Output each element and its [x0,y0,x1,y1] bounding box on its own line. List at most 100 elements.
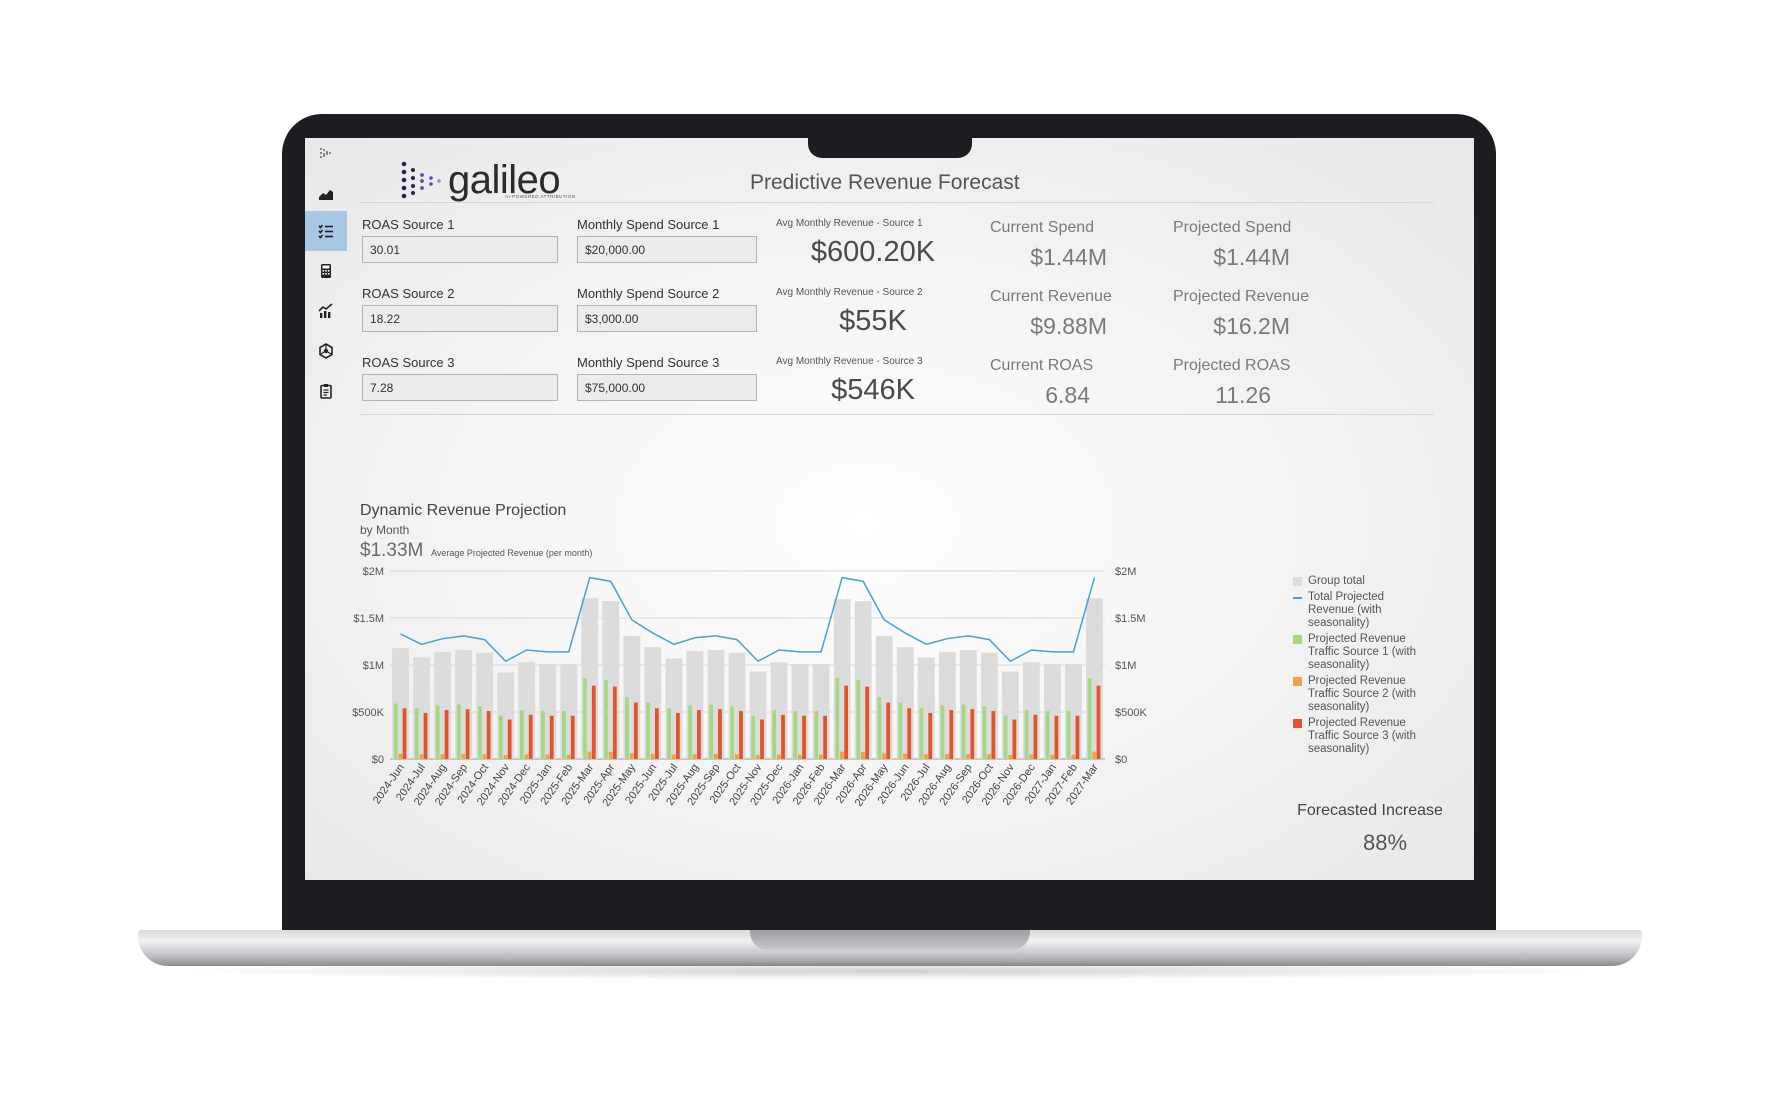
area-chart-icon[interactable] [305,174,347,214]
bar-source-1 [1045,711,1050,759]
bar-source-3 [949,710,954,759]
monthly-spend-source-2-input[interactable] [577,305,757,332]
current-roas-label: Current ROAS [990,357,1094,374]
legend-swatch-source-1 [1293,635,1302,644]
bar-source-3 [697,710,701,759]
bar-source-3 [423,712,428,759]
bar-source-3 [591,685,596,759]
projected-spend-value: $1.44M [1213,244,1290,270]
bar-source-1 [1003,715,1008,759]
y-tick-label-left: $2M [363,566,384,578]
bar-source-2 [503,755,508,759]
avg-projected-revenue-value: $1.33M [360,540,424,561]
legend-swatch-total-revenue [1293,597,1302,599]
legend-label: Projected Revenue Traffic Source 2 (with… [1308,675,1417,713]
forecasted-increase-label: Forecasted Increase [1297,802,1443,819]
current-revenue-value: $9.88M [1030,313,1107,339]
legend-label: Projected Revenue Traffic Source 1 (with… [1308,633,1417,671]
app-screen: galileo AI-POWERED ATTRIBUTION Predictiv… [305,138,1474,880]
y-tick-label-right: $0 [1115,754,1127,766]
bar-source-3 [676,712,680,759]
bar-source-3 [1033,714,1038,759]
laptop-base-notch [750,930,1030,950]
bar-source-2 [882,753,886,759]
bar-source-2 [713,754,718,759]
bar-source-1 [456,704,461,759]
avg-projected-revenue-label: Average Projected Revenue (per month) [431,548,593,558]
y-tick-label-right: $2M [1115,566,1136,578]
bar-line-chart-icon[interactable] [305,291,347,331]
roas-source-3-input[interactable] [362,374,558,401]
monthly-spend-source-1-label: Monthly Spend Source 1 [577,217,720,232]
projected-revenue-value: $16.2M [1213,313,1290,339]
checklist-icon[interactable] [305,211,347,251]
bar-source-3 [991,711,996,759]
bar-source-1 [814,711,819,759]
section-divider [360,414,1434,415]
bar-source-1 [793,711,798,759]
bar-source-2 [945,754,949,759]
bar-source-1 [1066,711,1071,759]
y-tick-label-right: $500K [1115,707,1147,719]
bar-source-1 [498,715,503,759]
bar-source-2 [1071,754,1076,759]
bar-source-1 [519,710,524,759]
bar-source-2 [482,754,487,759]
bar-source-1 [393,703,398,759]
bar-source-3 [907,708,912,759]
revenue-projection-chart: $0 $0$500K $500K$1M $1M$1.5M $1.5M$2M $2M2024… [352,566,1147,809]
chart-subtitle: by Month [360,523,410,537]
camera-notch [808,132,972,158]
bar-source-1 [898,702,903,759]
bar-source-2 [1008,755,1013,759]
bar-source-3 [1054,715,1059,759]
bar-source-1 [646,702,650,759]
roas-source-2-input[interactable] [362,305,558,332]
bar-source-1 [540,711,545,759]
bar-source-1 [562,711,566,759]
roas-source-3-label: ROAS Source 3 [362,355,455,370]
bar-source-1 [625,696,629,759]
legend-item-total-revenue: Total Projected Revenue (with seasonalit… [1293,591,1433,630]
bar-source-3 [844,685,849,759]
bar-source-3 [928,712,933,759]
legend-item-source-1: Projected Revenue Traffic Source 1 (with… [1293,633,1433,672]
bar-source-2 [1092,751,1097,759]
y-tick-label-left: $1.5M [353,613,384,625]
bar-source-2 [650,753,655,759]
bar-source-1 [688,705,692,759]
bar-source-3 [1012,719,1017,759]
logo-tagline: AI-POWERED ATTRIBUTION [505,194,576,199]
monthly-spend-source-1-input[interactable] [577,236,757,263]
bar-source-2 [903,753,907,759]
bar-source-2 [692,754,697,759]
filter-icon[interactable] [305,138,347,170]
bar-source-2 [840,751,844,759]
bar-source-2 [797,754,802,759]
bar-source-2 [776,754,781,759]
bar-source-3 [739,711,743,759]
galileo-logo: galileo [400,156,561,204]
bar-source-1 [730,706,735,759]
network-icon[interactable] [305,331,347,371]
bar-source-1 [477,706,482,759]
roas-source-1-input[interactable] [362,236,558,263]
bar-source-2 [755,755,760,759]
bar-source-1 [856,680,861,759]
legend-label: Projected Revenue Traffic Source 3 (with… [1308,717,1417,755]
bar-source-3 [612,686,617,759]
legend-label: Total Projected Revenue (with seasonalit… [1308,591,1385,629]
avg-revenue-source-1-label: Avg Monthly Revenue - Source 1 [776,218,923,229]
line-total-revenue [400,576,1096,663]
header-divider [360,202,1434,203]
current-spend-label: Current Spend [990,219,1095,236]
logo-text: galileo [448,157,561,202]
roas-source-2-label: ROAS Source 2 [362,286,455,301]
clipboard-icon[interactable] [305,371,347,411]
calculator-icon[interactable] [305,251,347,291]
monthly-spend-source-3-input[interactable] [577,374,757,401]
bar-source-2 [545,754,550,759]
bar-source-2 [524,754,529,759]
avg-revenue-source-2-value: $55K [839,305,907,337]
bar-source-2 [587,751,592,759]
